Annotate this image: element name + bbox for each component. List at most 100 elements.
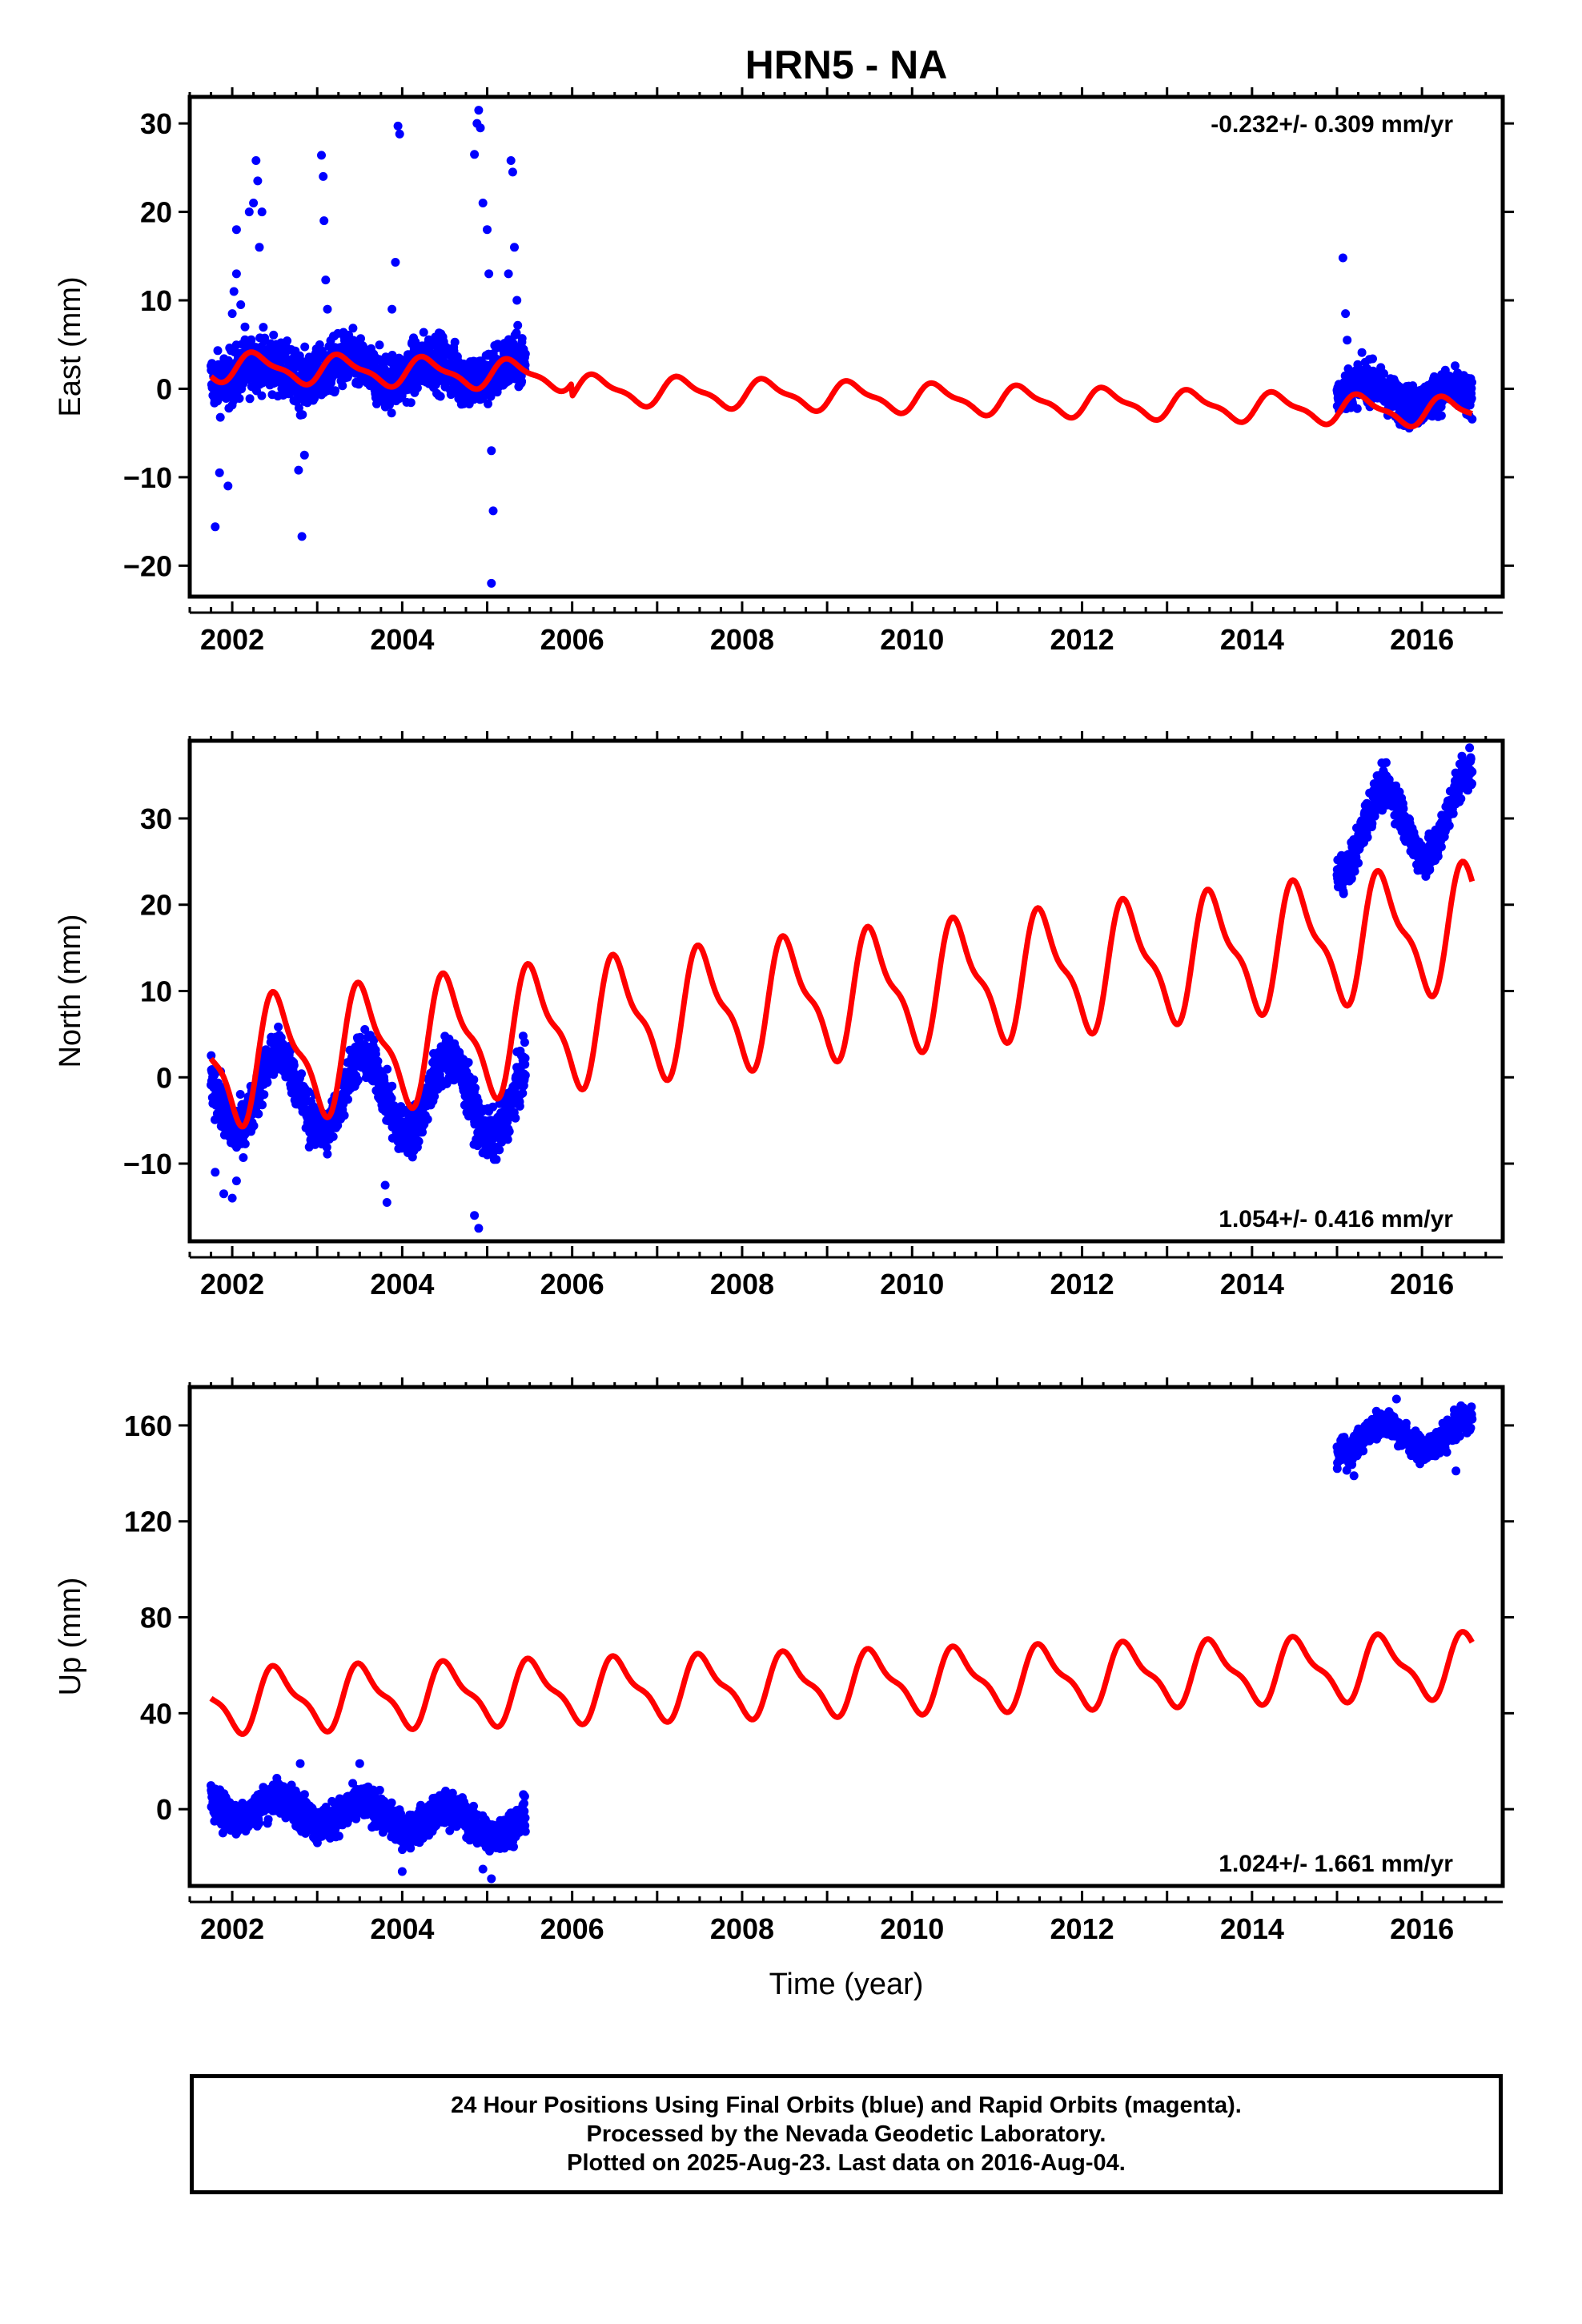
data-point <box>1456 794 1466 803</box>
data-point <box>385 400 394 409</box>
data-point <box>258 1100 267 1110</box>
data-point <box>245 394 255 404</box>
data-point <box>1399 804 1408 814</box>
data-point-outlier <box>1343 336 1352 345</box>
data-point-outlier <box>1338 253 1347 263</box>
data-point <box>331 386 339 396</box>
plot-frame <box>187 94 1505 599</box>
data-point-outlier <box>488 506 498 516</box>
data-point-outlier <box>506 156 516 165</box>
data-point <box>515 1101 524 1111</box>
data-point <box>223 356 233 365</box>
data-point <box>1339 889 1348 899</box>
data-point <box>257 391 267 400</box>
data-point <box>513 320 523 330</box>
data-point <box>247 335 256 344</box>
x-tick-label: 2008 <box>710 623 774 656</box>
data-point-outlier <box>249 199 259 207</box>
data-point-outlier <box>223 481 233 491</box>
data-point <box>369 1035 379 1045</box>
y-tick-label: 0 <box>156 1061 172 1094</box>
data-point <box>492 1155 501 1164</box>
y-tick-label: −10 <box>123 1148 172 1180</box>
data-point <box>520 349 530 359</box>
panel-1: 2002 2004 2006 2008 2010 2012 2014 2016−20−1001… <box>54 87 1514 656</box>
x-tick-label: 2014 <box>1220 623 1284 656</box>
data-point <box>1354 858 1363 868</box>
data-point-outlier <box>323 304 332 314</box>
data-point <box>1436 411 1446 420</box>
data-point-outlier <box>319 216 329 226</box>
x-tick-label: 2006 <box>540 623 604 656</box>
data-point <box>387 408 396 418</box>
data-point <box>283 336 292 346</box>
data-point-outlier <box>476 123 485 133</box>
data-point <box>469 1075 479 1084</box>
data-point-outlier <box>251 156 261 165</box>
data-point <box>411 337 420 347</box>
data-point-outlier <box>255 243 264 252</box>
data-point <box>240 1139 250 1148</box>
data-point <box>512 328 521 338</box>
data-point <box>406 398 416 408</box>
data-point <box>259 323 268 332</box>
data-point <box>1467 394 1476 403</box>
data-point <box>1425 865 1435 875</box>
data-point-outlier <box>391 258 400 267</box>
data-point <box>430 1092 440 1101</box>
data-point-outlier <box>231 225 241 235</box>
data-point-outlier <box>244 207 254 217</box>
panel-3: 2002 2004 2006 2008 2010 2012 2014 201604080120… <box>54 1377 1514 2001</box>
data-point-outlier <box>253 176 263 186</box>
data-point <box>235 394 244 403</box>
data-point-outlier <box>317 151 326 160</box>
observed-points <box>207 106 1477 588</box>
data-point <box>484 399 492 408</box>
data-point <box>1448 809 1458 818</box>
data-point <box>1363 833 1372 842</box>
data-point <box>323 1149 332 1159</box>
data-point <box>418 1128 427 1137</box>
data-point <box>259 1090 269 1100</box>
data-point <box>387 1081 397 1091</box>
x-tick-label: 2012 <box>1050 623 1114 656</box>
data-point <box>379 1826 388 1835</box>
data-point <box>289 1060 299 1070</box>
y-axis-label: North (mm) <box>54 914 87 1068</box>
x-tick-label: 2004 <box>370 623 434 656</box>
data-point <box>1444 821 1454 830</box>
data-point-outlier <box>231 1176 241 1186</box>
data-point <box>464 1058 473 1068</box>
data-point <box>1347 874 1356 883</box>
y-tick-label: 20 <box>140 196 172 229</box>
plot-frame <box>187 738 1505 1244</box>
data-point <box>356 334 365 344</box>
data-point <box>1466 754 1476 763</box>
data-point-outlier <box>215 468 224 477</box>
observed-points <box>207 743 1477 1233</box>
data-point <box>520 1038 529 1047</box>
y-tick-label: 10 <box>140 284 172 317</box>
data-point-outlier <box>382 1198 391 1207</box>
data-point <box>375 340 384 350</box>
data-point <box>343 1095 352 1104</box>
data-point <box>1451 361 1460 371</box>
x-tick-label: 2010 <box>880 1268 944 1301</box>
data-point <box>1357 348 1367 357</box>
data-point-outlier <box>219 1189 228 1199</box>
data-point <box>1381 758 1391 767</box>
data-point <box>450 337 460 347</box>
data-point-outlier <box>321 275 331 285</box>
data-point-outlier <box>393 121 403 131</box>
data-point <box>338 381 347 391</box>
y-tick-label: −20 <box>123 549 172 582</box>
data-point <box>249 1121 259 1131</box>
data-point-outlier <box>294 465 303 475</box>
x-tick-label: 2002 <box>200 1268 264 1301</box>
data-point <box>383 1064 392 1074</box>
x-tick-label: 2016 <box>1390 1268 1454 1301</box>
x-tick-label: 2006 <box>540 1268 604 1301</box>
rate-annotation: -0.232+/- 0.309 mm/yr <box>1211 111 1453 138</box>
data-point-outlier <box>211 1168 220 1177</box>
